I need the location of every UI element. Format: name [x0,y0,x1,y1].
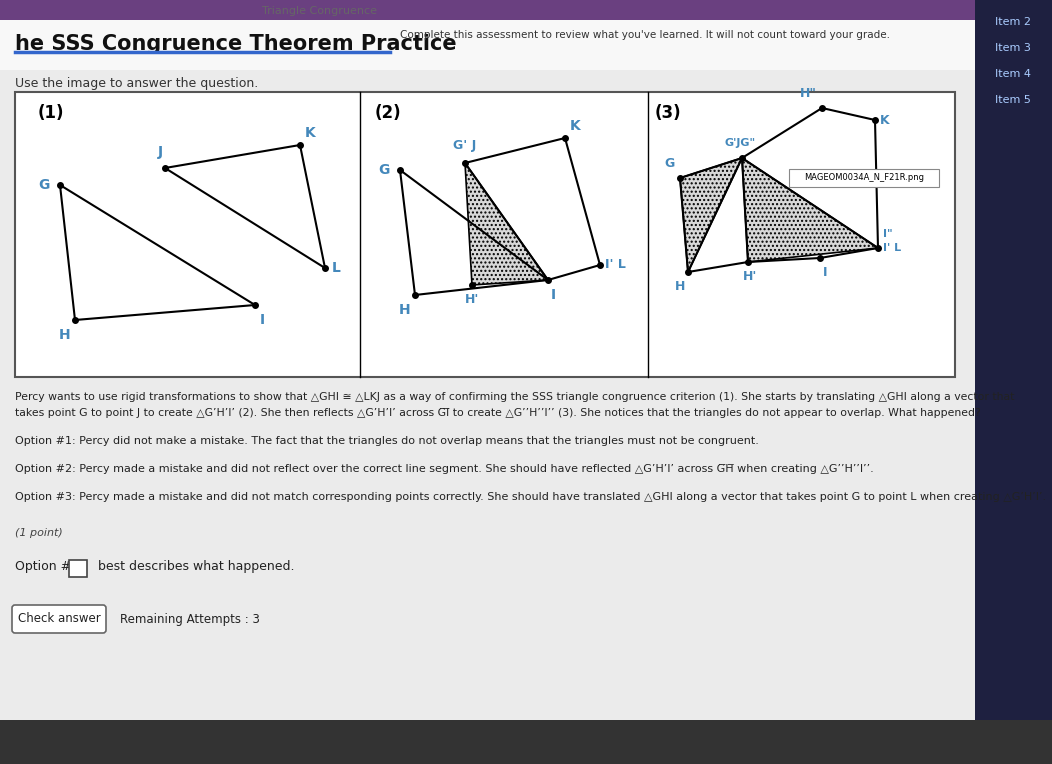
Text: G'JG": G'JG" [725,138,755,148]
Bar [0,0,975,20]
FancyBboxPatch shape [12,605,106,633]
Text: I: I [260,313,265,327]
Polygon shape [680,158,742,272]
Text: Check answer: Check answer [18,613,100,626]
Text: Option #3: Percy made a mistake and did not match corresponding points correctly: Option #3: Percy made a mistake and did … [15,492,1046,502]
Text: Item 3: Item 3 [995,43,1031,53]
Text: G' J: G' J [453,139,477,152]
Text: H": H" [800,87,817,100]
Text: takes point G to point J to create △G’H’I’ (2). She then reflects △G’H’I’ across: takes point G to point J to create △G’H’… [15,408,980,418]
Text: J: J [158,145,163,159]
Text: MAGEOM0034A_N_F21R.png: MAGEOM0034A_N_F21R.png [804,173,924,183]
FancyBboxPatch shape [789,169,939,187]
Text: Remaining Attempts : 3: Remaining Attempts : 3 [120,613,260,626]
Text: Triangle Congruence: Triangle Congruence [263,6,378,16]
Text: G: G [379,163,390,177]
Text: K: K [570,119,581,133]
FancyBboxPatch shape [69,560,87,577]
Text: (3): (3) [655,104,682,122]
Text: K: K [881,114,890,127]
Text: Item 5: Item 5 [995,95,1031,105]
Text: I' L: I' L [605,258,626,271]
Text: best describes what happened.: best describes what happened. [98,560,295,573]
Text: H: H [674,280,685,293]
Text: I: I [551,288,557,302]
Text: I: I [823,266,828,279]
Polygon shape [742,158,878,262]
Text: I' L: I' L [883,243,902,253]
Text: he SSS Congruence Theorem Practice: he SSS Congruence Theorem Practice [15,34,457,54]
Text: Item 4: Item 4 [995,69,1031,79]
Text: Complete this assessment to review what you've learned. It will not count toward: Complete this assessment to review what … [400,30,890,40]
Text: (1): (1) [38,104,64,122]
Text: L: L [332,261,341,275]
Text: Percy wants to use rigid transformations to show that △GHI ≅ △LKJ as a way of co: Percy wants to use rigid transformations… [15,392,1014,402]
Text: Option #: Option # [15,560,72,573]
Text: K: K [305,126,316,140]
Text: H: H [399,303,411,317]
Text: Option #1: Percy did not make a mistake. The fact that the triangles do not over: Option #1: Percy did not make a mistake.… [15,436,758,446]
Bar [0,20,975,70]
Text: G: G [665,157,675,170]
Text: Item 2: Item 2 [995,17,1031,27]
Text: (1 point): (1 point) [15,528,63,538]
Text: G: G [39,178,50,192]
Text: Option #2: Percy made a mistake and did not reflect over the correct line segmen: Option #2: Percy made a mistake and did … [15,464,874,474]
Text: (2): (2) [375,104,402,122]
Text: Use the image to answer the question.: Use the image to answer the question. [15,77,258,90]
Text: H': H' [465,293,480,306]
Bar [975,0,1052,764]
Text: I": I" [883,229,893,239]
Text: H': H' [743,270,757,283]
Bar [15,92,955,377]
Bar [0,720,1052,764]
Polygon shape [465,163,548,285]
Text: H: H [59,328,70,342]
